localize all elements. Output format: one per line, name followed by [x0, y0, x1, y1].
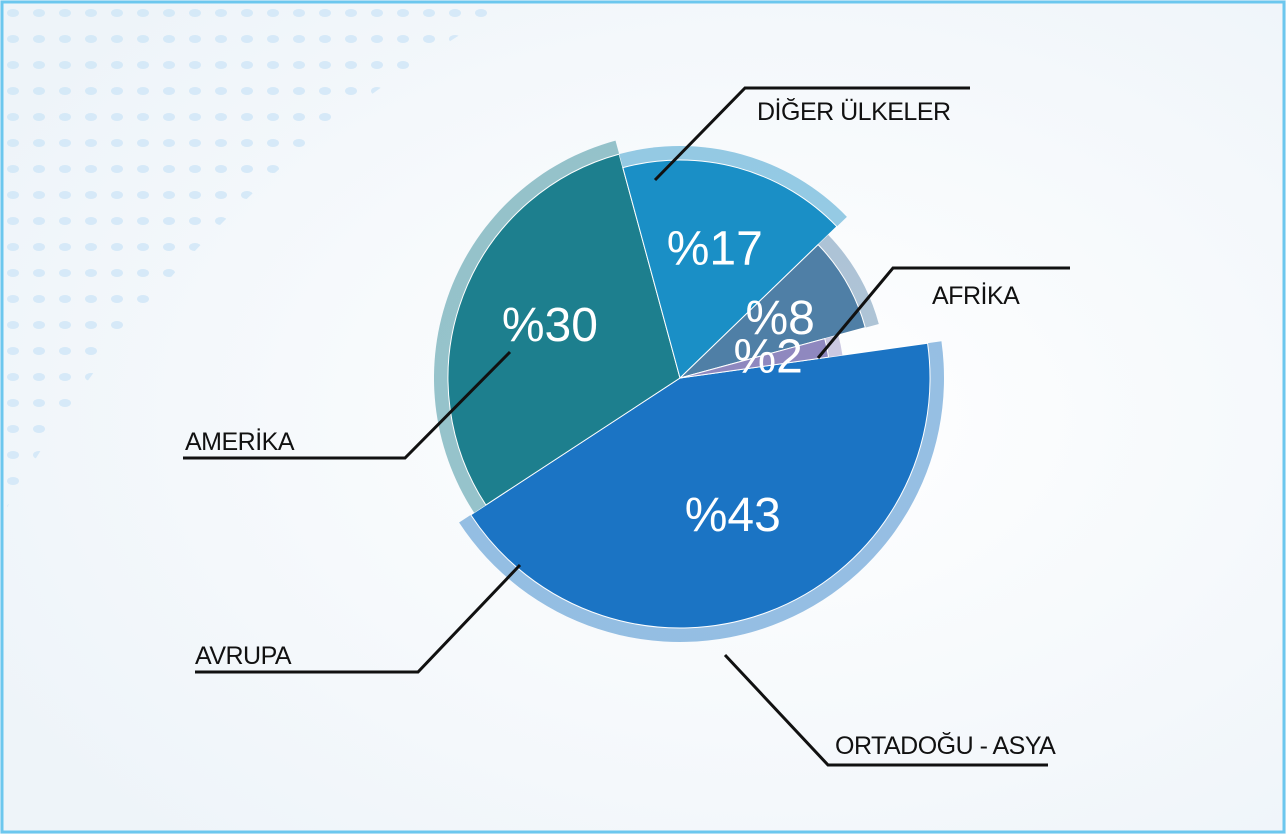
value-label: %30 — [502, 299, 598, 352]
slice — [679, 243, 866, 379]
slice — [470, 342, 931, 629]
leader-line — [195, 563, 522, 674]
slice — [447, 153, 681, 506]
category-label: AMERİKA — [185, 427, 295, 456]
category-label: AFRİKA — [932, 281, 1020, 310]
leader-line — [816, 266, 1070, 359]
value-label: %43 — [685, 489, 781, 542]
dot-pattern — [0, 0, 520, 520]
leader-line — [723, 653, 1048, 767]
value-label: %17 — [667, 223, 763, 276]
pie: %43 %30 %17 %8%2 — [433, 140, 945, 643]
category-label: ORTADOĞU - ASYA — [835, 731, 1056, 760]
leader-line — [653, 86, 970, 182]
value-label: %2 — [733, 331, 802, 384]
leader-line — [183, 350, 512, 460]
slice — [622, 159, 838, 379]
category-label: AVRUPA — [195, 642, 292, 670]
category-label: DİĞER ÜLKELER — [757, 97, 951, 126]
value-label: %8 — [745, 292, 814, 345]
